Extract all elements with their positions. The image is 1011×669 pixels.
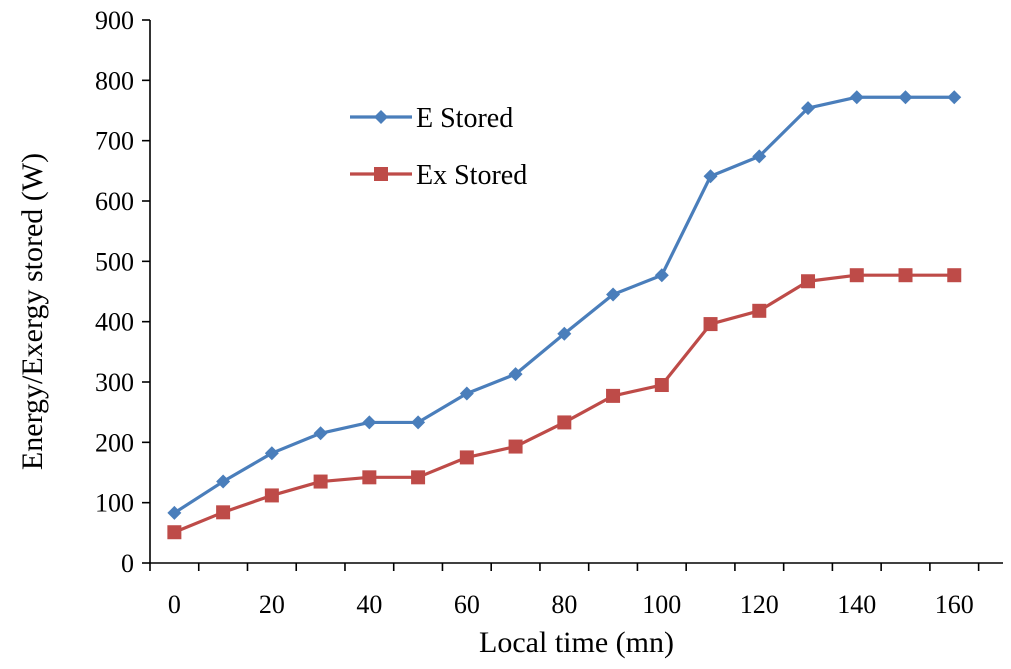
legend-item: Ex Stored [350, 160, 527, 191]
data-point-diamond [459, 386, 474, 401]
y-tick-label: 700 [95, 127, 134, 156]
y-tick-label: 500 [95, 247, 134, 276]
x-tick-label: 80 [551, 590, 577, 619]
data-point-diamond [606, 287, 621, 302]
x-tick-label: 20 [259, 590, 285, 619]
y-tick-label: 100 [95, 489, 134, 518]
data-point-square [752, 303, 767, 318]
data-point-square [167, 525, 182, 540]
x-tick-label: 0 [168, 590, 181, 619]
data-point-square [508, 439, 523, 454]
y-tick-label: 900 [95, 6, 134, 35]
y-tick-label: 800 [95, 66, 134, 95]
y-axis-title: Energy/Exergy stored (W) [16, 153, 49, 470]
data-point-diamond [216, 474, 231, 489]
series-0 [167, 90, 962, 520]
legend-marker [374, 167, 388, 181]
legend-label: Ex Stored [416, 160, 527, 191]
data-point-diamond [411, 415, 426, 430]
legend-item: E Stored [350, 103, 513, 134]
series-line [173, 273, 955, 534]
data-point-diamond [703, 169, 718, 184]
data-point-square [459, 450, 474, 465]
data-point-diamond [654, 268, 669, 283]
data-point-square [216, 505, 231, 520]
data-point-diamond [167, 505, 182, 520]
legend: E Stored Ex Stored [350, 103, 527, 191]
y-tick-label: 400 [95, 308, 134, 337]
series-line [173, 95, 955, 515]
legend-marker [374, 110, 388, 124]
data-point-square [606, 388, 621, 403]
series-1 [167, 268, 962, 540]
data-point-square [557, 415, 572, 430]
data-point-diamond [313, 426, 328, 441]
x-tick-label: 40 [356, 590, 382, 619]
data-point-diamond [898, 90, 913, 105]
x-axis-title: Local time (mn) [479, 626, 674, 659]
data-point-square [654, 378, 669, 393]
data-point-diamond [362, 415, 377, 430]
data-point-diamond [557, 326, 572, 341]
x-axis-ticks: 0 20 40 60 80 100 120 140 160 [149, 563, 980, 619]
data-point-square [362, 470, 377, 485]
y-tick-label: 200 [95, 428, 134, 457]
data-point-square [264, 488, 279, 503]
x-tick-label: 160 [935, 590, 974, 619]
series-layer [167, 90, 962, 540]
x-tick-label: 120 [740, 590, 779, 619]
data-point-square [703, 317, 718, 332]
data-point-square [947, 268, 962, 283]
data-point-diamond [508, 367, 523, 382]
data-point-diamond [947, 90, 962, 105]
data-point-square [849, 268, 864, 283]
x-tick-label: 100 [642, 590, 681, 619]
y-axis-ticks: 0 100 200 300 400 500 600 700 800 900 [95, 6, 150, 578]
data-point-square [801, 274, 816, 289]
data-point-square [313, 474, 328, 489]
y-tick-label: 600 [95, 187, 134, 216]
y-tick-label: 0 [121, 549, 134, 578]
data-point-diamond [801, 101, 816, 116]
data-point-diamond [849, 90, 864, 105]
legend-label: E Stored [416, 103, 513, 134]
x-tick-label: 140 [837, 590, 876, 619]
x-tick-label: 60 [454, 590, 480, 619]
data-point-diamond [752, 149, 767, 164]
data-point-square [898, 268, 913, 283]
data-point-square [411, 470, 426, 485]
y-tick-label: 300 [95, 368, 134, 397]
data-point-diamond [264, 446, 279, 461]
